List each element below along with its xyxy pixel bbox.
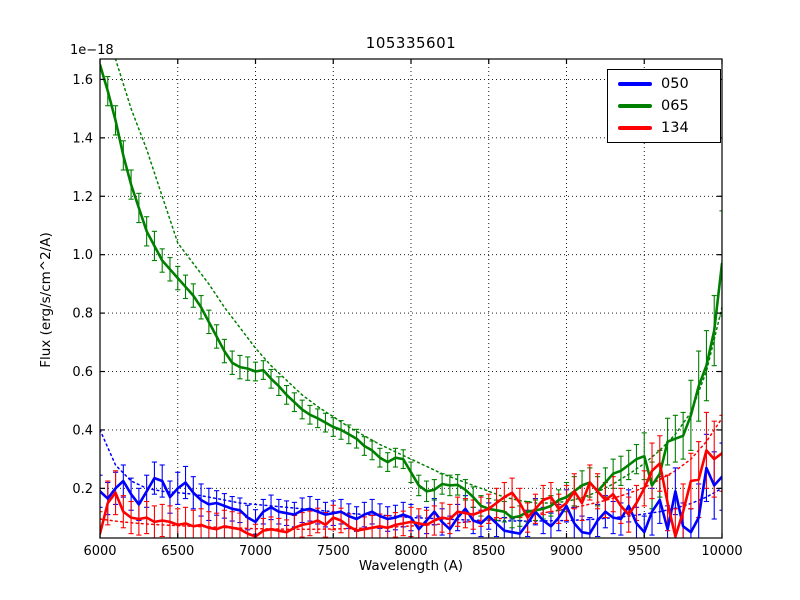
y-tick-label: 0.2 (72, 482, 93, 497)
x-tick-label: 8500 (472, 544, 505, 559)
x-tick-label: 7500 (317, 544, 350, 559)
y-tick-label: 0.4 (72, 423, 93, 438)
chart-title: 105335601 (365, 34, 457, 52)
x-tick-label: 9500 (628, 544, 661, 559)
y-tick-label: 0.8 (72, 307, 93, 322)
model-curve-065 (114, 59, 722, 504)
spectrum-line-050 (100, 466, 722, 535)
x-tick-label: 8000 (394, 544, 427, 559)
legend-item-050: 050 (618, 75, 720, 93)
legend-item-134: 134 (618, 119, 720, 137)
x-tick-label: 6500 (161, 544, 194, 559)
legend-item-065: 065 (618, 97, 720, 115)
legend-label-050: 050 (661, 76, 689, 92)
x-tick-label: 9000 (550, 544, 583, 559)
x-tick-label: 6000 (83, 544, 116, 559)
y-tick-label: 0.6 (72, 365, 93, 380)
y-tick-label: 1.4 (72, 131, 93, 146)
y-tick-label: 1.2 (72, 190, 93, 205)
legend-line-sample-050 (618, 82, 652, 86)
y-tick-label: 1.6 (72, 73, 93, 88)
x-tick-label: 10000 (701, 544, 742, 559)
legend-line-sample-134 (618, 126, 652, 130)
legend-line-sample-065 (618, 104, 652, 108)
y-axis-offset-label: 1e−18 (70, 43, 114, 58)
x-tick-label: 7000 (239, 544, 272, 559)
legend-label-134: 134 (661, 120, 689, 136)
spectrum-line-065 (100, 63, 722, 519)
legend: 050 065 134 (607, 69, 721, 143)
x-axis-label: Wavelength (A) (358, 558, 464, 574)
spectrum-line-134 (100, 449, 722, 538)
y-tick-label: 1.0 (72, 248, 93, 263)
legend-label-065: 065 (661, 98, 689, 114)
